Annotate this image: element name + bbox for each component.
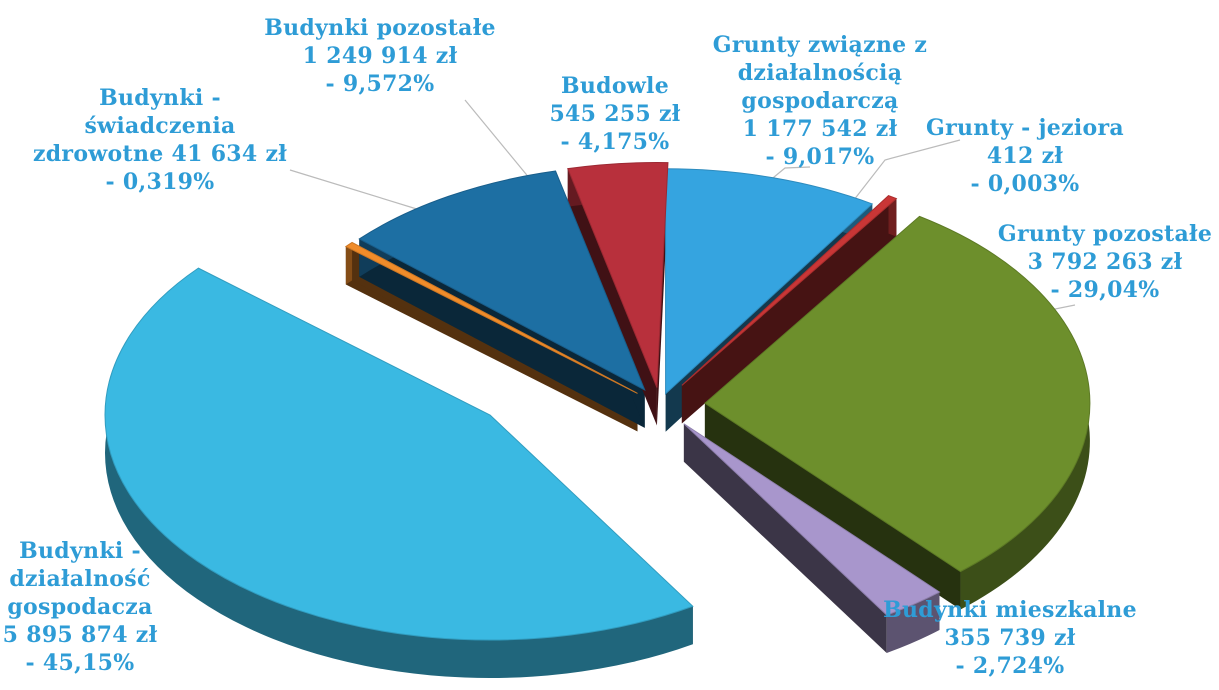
data-label-line: Budynki pozostałe [264, 15, 496, 41]
leader-line-budynki-swiadczenia [289, 169, 421, 211]
data-label-line: świadczenia [84, 113, 235, 139]
data-label-budowle: Budowle 545 255 zł - 4,175% [549, 73, 680, 155]
data-label-budynki-pozostale: Budynki pozostałe 1 249 914 zł - 9,572% [264, 15, 496, 97]
data-label-line: 5 895 874 zł [3, 622, 158, 648]
leader-line-grunty-jeziora [849, 139, 961, 206]
pie-slice-side-budynki-mieszkalne [683, 423, 887, 653]
data-label-line: Budynki - [19, 538, 141, 564]
data-label-budynki-mieszkalne: Budynki mieszkalne 355 739 zł - 2,724% [883, 597, 1137, 679]
pie-slice-budynki-mieszkalne [683, 423, 941, 616]
data-label-line: Grunty pozostałe [998, 221, 1212, 247]
data-label-line: - 29,04% [1051, 277, 1160, 303]
data-label-line: 355 739 zł [944, 625, 1075, 651]
pie-slice-budynki-dzialalnosc [104, 267, 694, 641]
leader-line-budynki-pozostale [464, 99, 536, 186]
pie-slice-rim-grunty-jeziora [888, 195, 897, 237]
data-label-budynki-dzialalnosc: Budynki -działalność gospodacza 5 895 874 … [3, 538, 158, 676]
data-label-line: - 9,572% [326, 71, 435, 97]
pie-slice-budynki-pozostale [358, 170, 646, 391]
data-label-line: Budowle [561, 73, 669, 99]
data-label-line: Budynki mieszkalne [883, 597, 1137, 623]
data-label-line: gospodarczą [741, 88, 898, 114]
data-label-line: 1 177 542 zł [743, 116, 898, 142]
pie-slice-budowle [567, 162, 669, 388]
data-label-line: Budynki - [99, 85, 221, 111]
data-label-line: gospodacza [7, 594, 152, 620]
data-label-budynki-swiadczenia: Budynki -świadczenia zdrowotne 41 634 zł -… [33, 85, 287, 195]
data-label-line: - 9,017% [766, 144, 875, 170]
data-label-line: - 0,003% [971, 171, 1080, 197]
pie-slice-grunty-pozostale [704, 215, 1091, 573]
data-label-grunty-zwiazane: Grunty związne z działalnością gospodarczą… [713, 32, 927, 170]
pie-slice-rim-budynki-swiadczenia [345, 242, 353, 285]
data-label-grunty-jeziora: Grunty - jeziora 412 zł - 0,003% [926, 115, 1124, 197]
pie-slice-rim-budynki-mieszkalne [886, 592, 940, 653]
data-label-line: - 0,319% [106, 169, 215, 195]
data-label-grunty-pozostale: Grunty pozostałe 3 792 263 zł - 29,04% [998, 221, 1212, 303]
data-label-line: działalność [9, 566, 150, 592]
data-label-line: - 2,724% [956, 653, 1065, 679]
data-label-line: zdrowotne 41 634 zł [33, 141, 287, 167]
data-label-line: - 4,175% [561, 129, 670, 155]
data-label-line: 412 zł [987, 143, 1064, 169]
pie-slice-side-budowle [567, 168, 657, 426]
pie-slice-budynki-swiadczenia [344, 241, 638, 394]
pie-slice-side-grunty-jeziora [681, 198, 897, 424]
pie-slice-grunty-jeziora [681, 195, 898, 386]
data-label-line: 3 792 263 zł [1028, 249, 1183, 275]
data-label-line: - 45,15% [26, 650, 135, 676]
data-label-line: działalnością [738, 60, 903, 86]
data-label-line: Grunty związne z [713, 32, 927, 58]
data-label-line: 1 249 914 zł [303, 43, 458, 69]
data-label-line: Grunty - jeziora [926, 115, 1124, 141]
pie-slice-grunty-zwiazane [665, 168, 874, 395]
data-label-line: 545 255 zł [549, 101, 680, 127]
pie-slice-side-grunty-pozostale [704, 403, 961, 610]
